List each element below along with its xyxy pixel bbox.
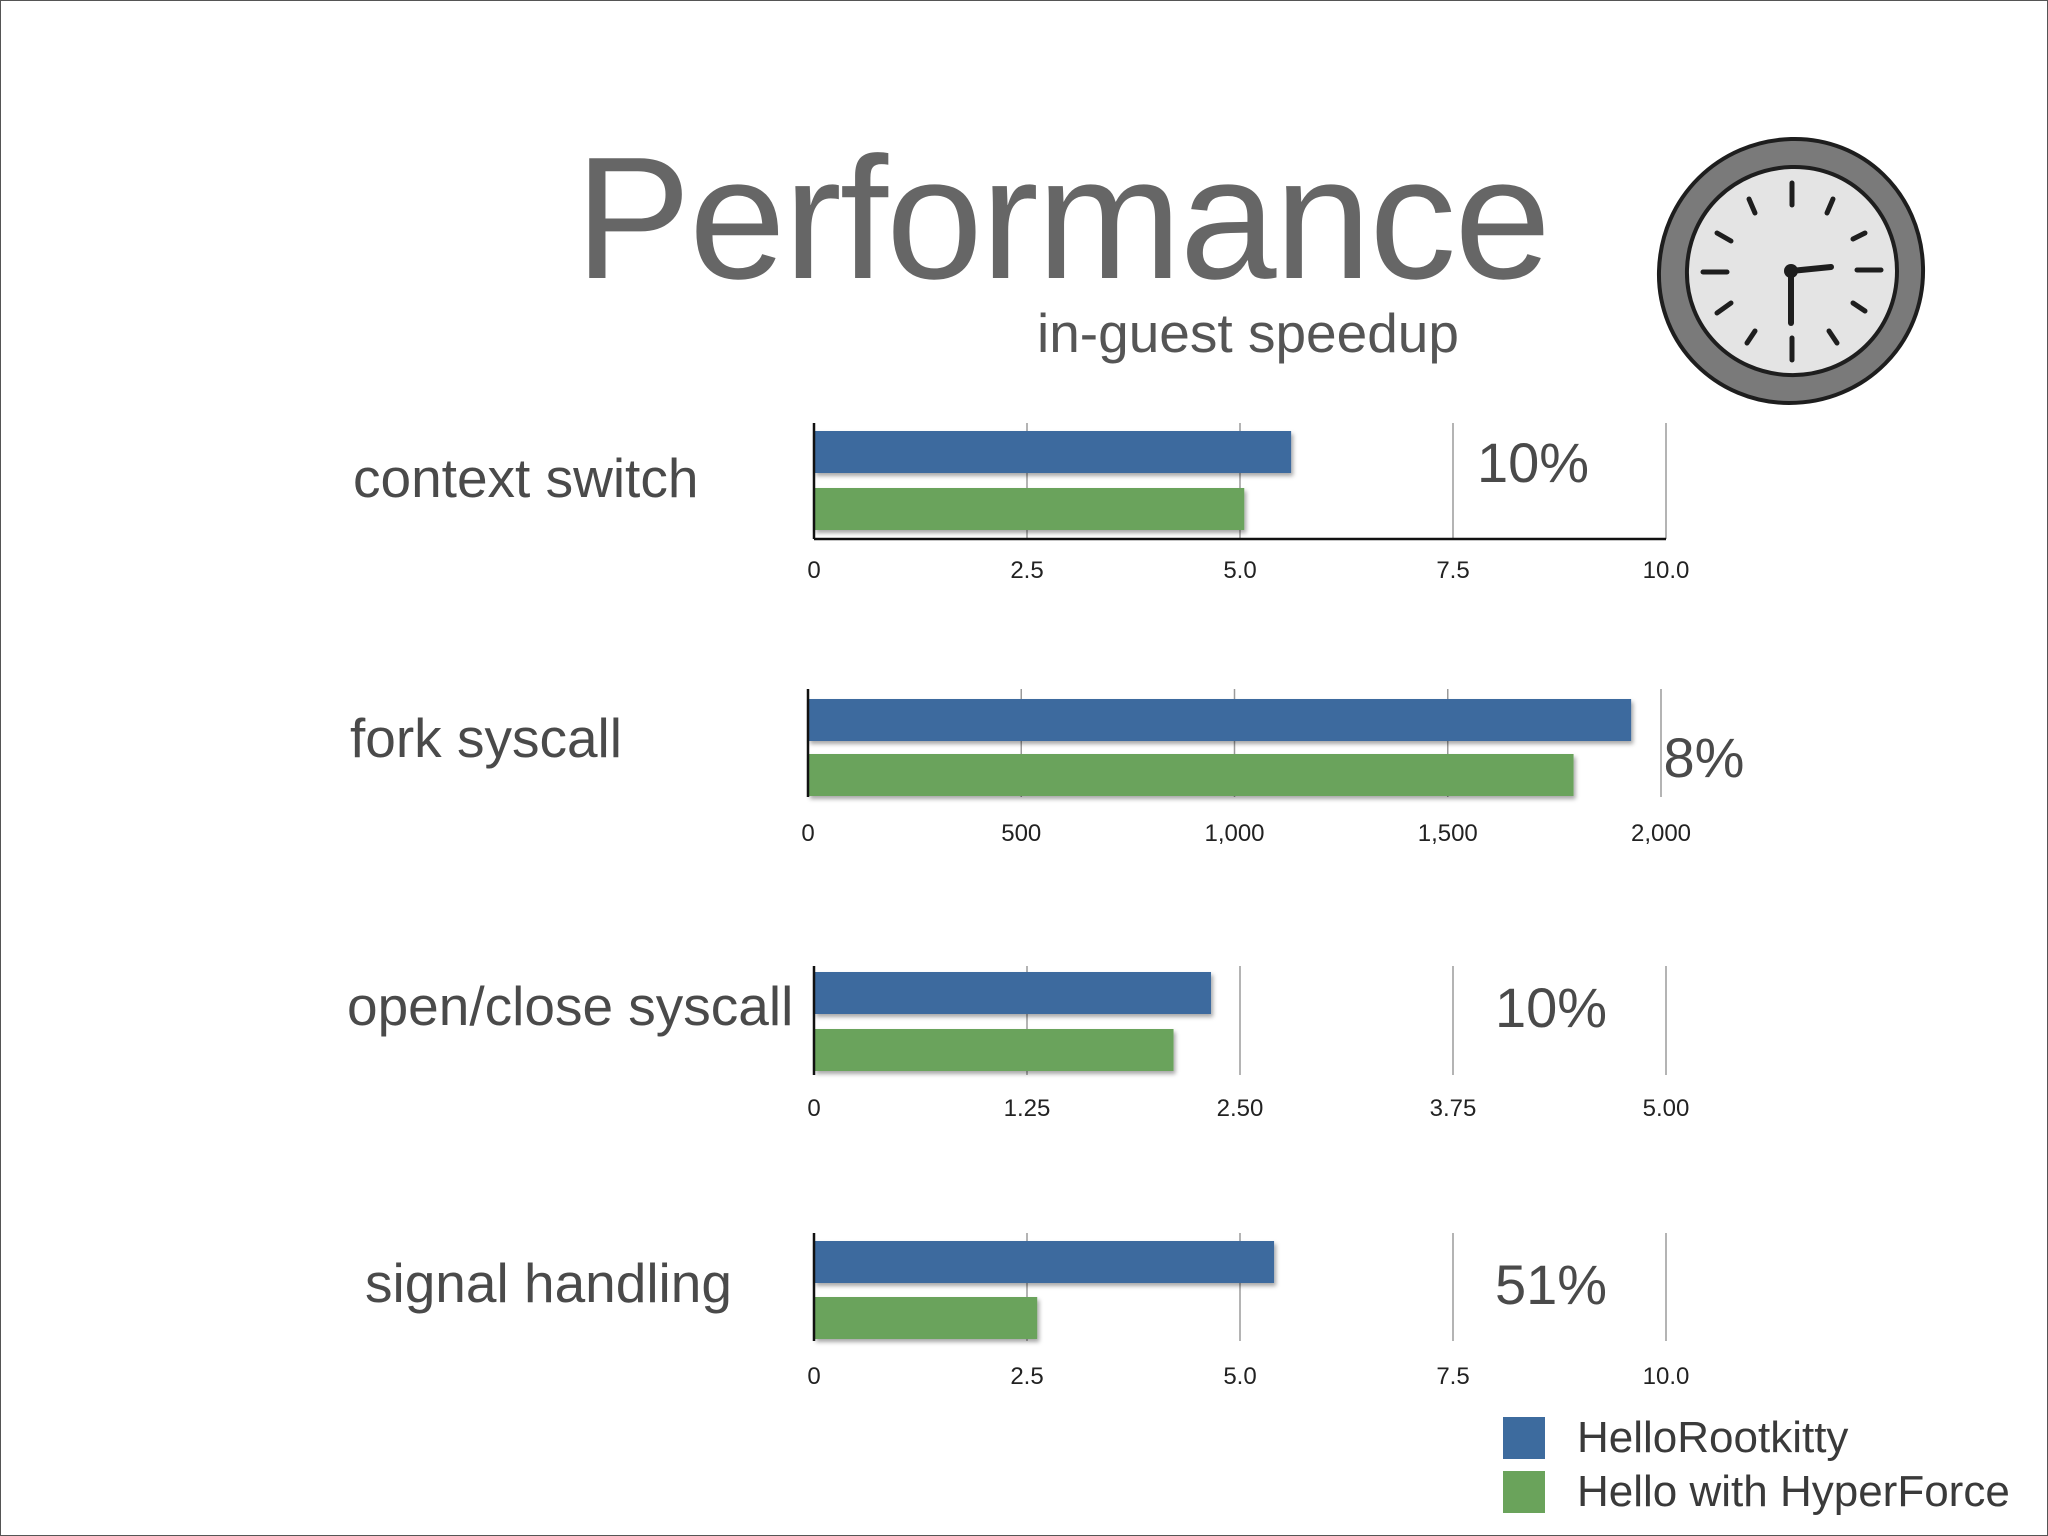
tick-label: 2,000 (1631, 820, 1691, 847)
bar-hellorootkitty (814, 1241, 1275, 1283)
tick-label: 7.5 (1436, 557, 1469, 584)
tick-label: 2.5 (1010, 1363, 1043, 1390)
speedup-label: 10% (1495, 976, 1607, 1039)
tick-label: 10.0 (1643, 1363, 1690, 1390)
legend-label: Hello with HyperForce (1577, 1467, 2010, 1516)
tick-label: 1,000 (1204, 820, 1264, 847)
bar-hellorootkitty (808, 699, 1632, 741)
speedup-label: 51% (1495, 1253, 1607, 1316)
tick-label: 3.75 (1430, 1095, 1477, 1122)
tick-label: 2.50 (1217, 1095, 1264, 1122)
bar-hellorootkitty (814, 431, 1292, 473)
legend: HelloRootkitty Hello with HyperForce (1503, 1411, 2010, 1519)
bar-hellorootkitty (814, 972, 1212, 1014)
chart-2: 0 1.25 2.50 3.75 5.00 10% (807, 966, 1689, 1122)
page-subtitle: in-guest speedup (1037, 302, 1459, 364)
legend-swatch-hellorootkitty (1503, 1417, 1545, 1459)
tick-label: 7.5 (1436, 1363, 1469, 1390)
legend-swatch-hyperforce (1503, 1471, 1545, 1513)
legend-label: HelloRootkitty (1577, 1413, 1849, 1462)
chart-1: 0 500 1,000 1,500 2,000 8% (801, 689, 1744, 847)
tick-label: 0 (807, 557, 820, 584)
tick-label: 0 (807, 1363, 820, 1390)
chart-label-open-close-syscall: open/close syscall (347, 975, 794, 1037)
chart-0: 0 2.5 5.0 7.5 10.0 10% (807, 423, 1689, 584)
legend-item: Hello with HyperForce (1503, 1465, 2010, 1519)
speedup-label: 10% (1477, 431, 1589, 494)
chart-label-context-switch: context switch (353, 447, 699, 509)
chart-3: 0 2.5 5.0 7.5 10.0 51% (807, 1233, 1689, 1390)
bar-hello-with-hyperforce (814, 1297, 1038, 1339)
tick-label: 0 (807, 1095, 820, 1122)
tick-label: 1.25 (1004, 1095, 1051, 1122)
tick-label: 0 (801, 820, 814, 847)
speedup-label: 8% (1664, 726, 1745, 789)
tick-label: 5.0 (1223, 557, 1256, 584)
tick-label: 500 (1001, 820, 1041, 847)
tick-label: 2.5 (1010, 557, 1043, 584)
tick-label: 1,500 (1418, 820, 1478, 847)
page-title: Performance (574, 120, 1551, 315)
bar-hello-with-hyperforce (814, 488, 1245, 530)
chart-label-fork-syscall: fork syscall (350, 707, 622, 769)
bar-hello-with-hyperforce (814, 1029, 1174, 1071)
clock-icon (1656, 136, 1926, 406)
legend-item: HelloRootkitty (1503, 1411, 2010, 1465)
chart-label-signal-handling: signal handling (365, 1252, 732, 1314)
tick-label: 5.00 (1643, 1095, 1690, 1122)
bar-hello-with-hyperforce (808, 754, 1574, 796)
tick-label: 10.0 (1643, 557, 1690, 584)
tick-label: 5.0 (1223, 1363, 1256, 1390)
